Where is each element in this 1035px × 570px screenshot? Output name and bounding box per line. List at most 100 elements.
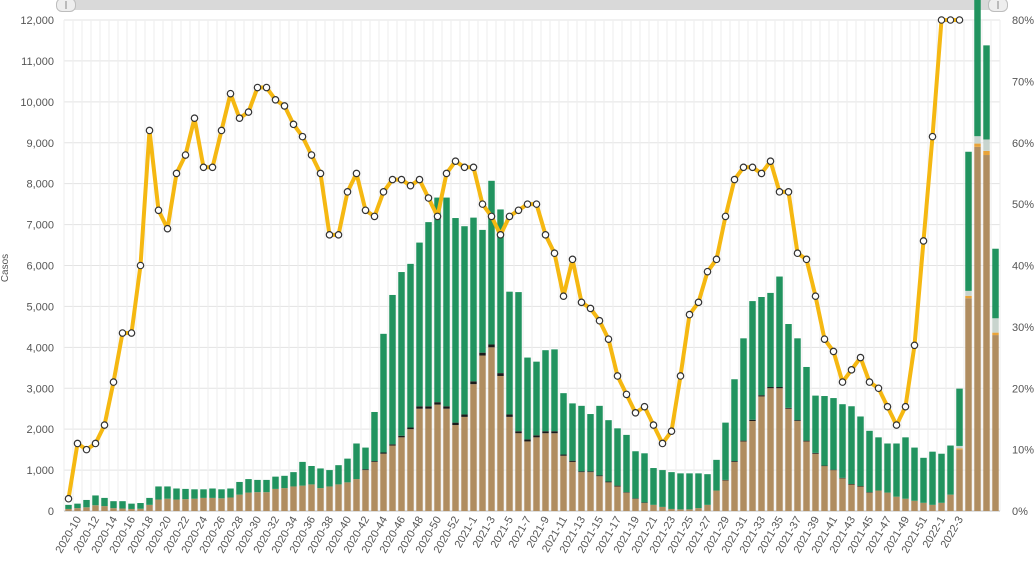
positivity-point xyxy=(730,175,739,184)
bar-segment-tan xyxy=(506,416,513,511)
y-tick-label: 4,000 xyxy=(26,342,54,354)
bar-segment-green xyxy=(362,447,369,470)
positivity-point xyxy=(901,402,910,411)
positivity-point xyxy=(343,188,352,196)
bar-segment-tan xyxy=(524,441,531,511)
bar-segment-green xyxy=(533,361,540,436)
y2-tick-label: 30% xyxy=(1012,322,1034,334)
scrollbar-left-handle[interactable] xyxy=(56,0,76,12)
bar-segment-tan xyxy=(605,482,612,511)
positivity-point xyxy=(334,231,343,239)
positivity-point xyxy=(451,157,460,165)
positivity-point xyxy=(766,157,775,165)
positivity-point xyxy=(505,212,514,221)
positivity-point xyxy=(379,188,388,196)
bar-segment-tan xyxy=(344,482,351,511)
bar-segment-tan xyxy=(884,492,891,511)
bar-segment-black xyxy=(839,477,846,479)
bar-segment-tan xyxy=(362,470,369,511)
bar-segment-green xyxy=(119,501,126,509)
bar-segment-black xyxy=(551,431,558,434)
bar-segment-black xyxy=(479,352,486,356)
bar-segment-green xyxy=(830,398,837,470)
positivity-point xyxy=(658,439,667,448)
positivity-point xyxy=(757,169,766,178)
bar-segment-tan xyxy=(110,508,117,511)
bar-segment-tan xyxy=(182,499,189,511)
bar-segment-tan xyxy=(767,388,774,511)
y-tick-label: 11,000 xyxy=(21,56,54,68)
bar-segment-green xyxy=(560,393,567,455)
bar-segment-tan xyxy=(128,508,135,511)
bar-segment-green xyxy=(83,499,90,508)
bar-segment-black xyxy=(821,465,828,467)
positivity-point xyxy=(865,378,874,386)
bar-segment-tan xyxy=(578,472,585,511)
bar-segment-tan xyxy=(857,486,864,511)
bar-segment-green xyxy=(650,468,657,505)
positivity-point xyxy=(838,378,847,386)
bar-segment-green xyxy=(416,242,423,407)
positivity-point xyxy=(919,237,928,245)
bar-segment-tan xyxy=(551,433,558,511)
bar-segment-black xyxy=(380,452,387,454)
bar-segment-tan xyxy=(641,502,648,511)
bar-segment-tan xyxy=(209,497,216,511)
bar-segment-orange xyxy=(983,150,990,156)
bar-segment-tan xyxy=(389,445,396,511)
positivity-point xyxy=(937,16,946,24)
bar-segment-green xyxy=(803,366,810,441)
bar-segment-green xyxy=(605,420,612,482)
positivity-point xyxy=(676,372,685,380)
bar-segment-tan xyxy=(443,408,450,511)
bar-segment-green xyxy=(686,473,693,510)
bar-segment-tan xyxy=(479,355,486,511)
bar-segment-tan xyxy=(785,408,792,511)
bar-segment-green xyxy=(353,443,360,480)
positivity-point xyxy=(208,163,217,172)
positivity-point xyxy=(199,163,208,172)
bar-segment-black xyxy=(452,422,459,426)
bar-segment-black xyxy=(848,483,855,485)
positivity-point xyxy=(550,249,559,258)
positivity-point xyxy=(604,335,613,343)
positivity-point xyxy=(874,384,883,393)
positivity-point xyxy=(154,206,163,215)
bar-segment-tan xyxy=(515,433,522,511)
bar-segment-black xyxy=(416,406,423,409)
bar-segment-orange xyxy=(992,332,999,336)
scrollbar-right-handle[interactable] xyxy=(988,0,1008,12)
bar-segment-green xyxy=(425,222,432,407)
positivity-line xyxy=(64,16,964,503)
bar-segment-tan xyxy=(155,499,162,511)
y-tick-label: 12,000 xyxy=(20,15,54,27)
bar-segment-black xyxy=(425,406,432,409)
bar-segment-tan xyxy=(92,505,99,511)
positivity-point xyxy=(568,255,577,264)
bar-segment-green xyxy=(236,481,243,495)
bar-segment-green xyxy=(92,495,99,506)
bar-segment-green xyxy=(272,476,279,489)
bar-segment-tan xyxy=(533,437,540,511)
y-tick-label: 2,000 xyxy=(26,424,54,436)
bar-segment-tan xyxy=(929,504,936,511)
positivity-point xyxy=(64,494,73,503)
bar-segment-green xyxy=(992,248,999,319)
bar-segment-green xyxy=(569,403,576,461)
bar-segment-tan xyxy=(848,484,855,511)
bar-segment-black xyxy=(803,440,810,442)
positivity-point xyxy=(946,16,955,24)
bar-segment-tan xyxy=(614,486,621,511)
bar-segment-tan xyxy=(227,497,234,511)
bar-segment-tan xyxy=(263,492,270,511)
chart-scrollbar[interactable] xyxy=(56,0,1008,12)
bar-segment-orange xyxy=(974,143,981,147)
bar-segment-green xyxy=(497,209,504,374)
bar-segment-green xyxy=(146,497,153,505)
bar-segment-tan xyxy=(353,479,360,511)
bar-segment-green xyxy=(902,437,909,499)
bar-segment-black xyxy=(578,471,585,473)
y2-tick-label: 60% xyxy=(1012,138,1034,150)
bar-segment-tan xyxy=(371,461,378,511)
bar-segment-green xyxy=(488,180,495,345)
